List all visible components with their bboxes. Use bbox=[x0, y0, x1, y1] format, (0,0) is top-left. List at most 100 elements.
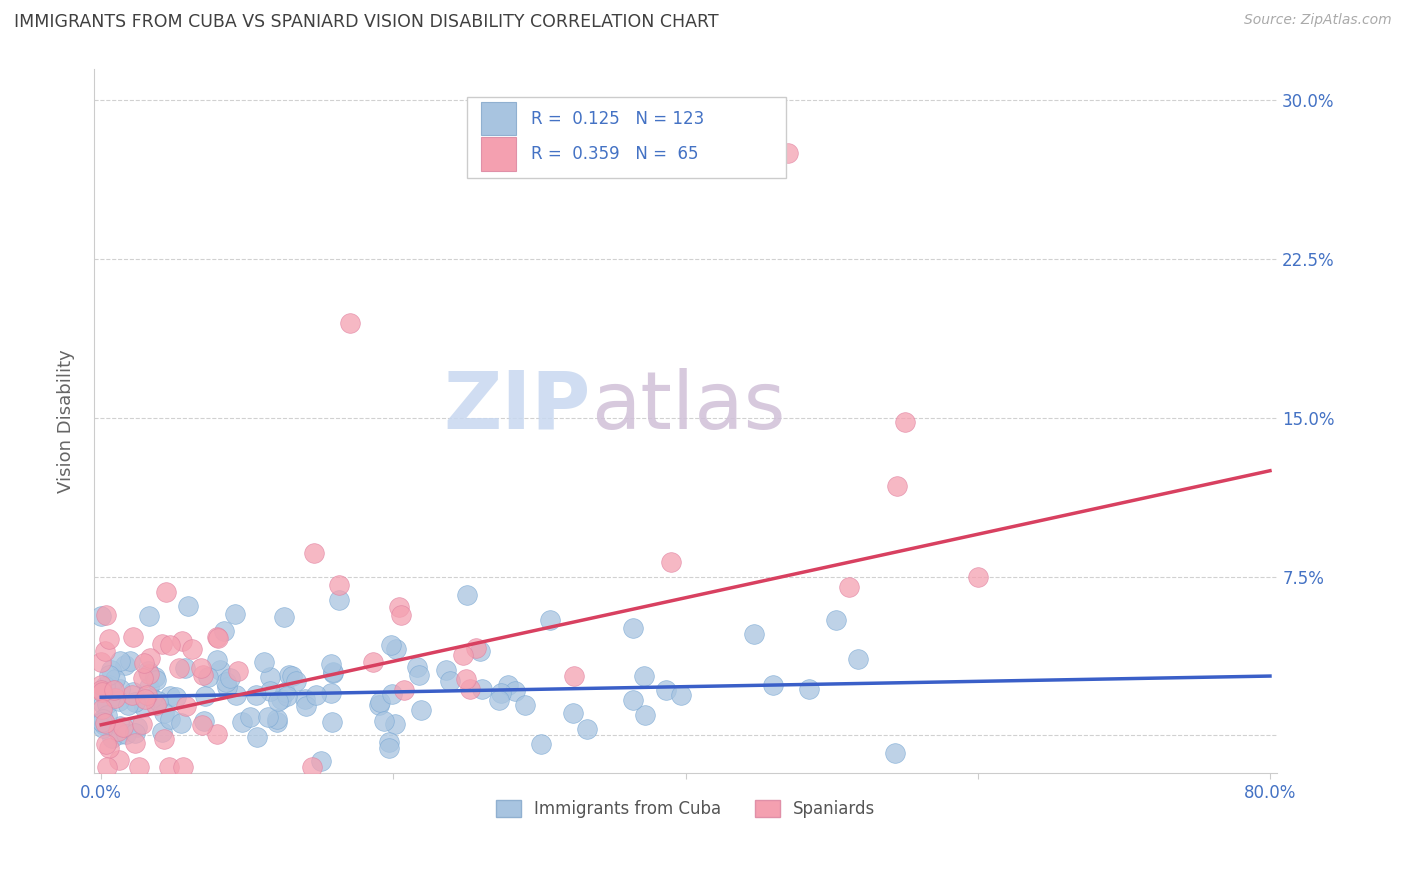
Point bbox=[225, 688, 247, 702]
Point bbox=[132, 671, 155, 685]
Point bbox=[94, 679, 117, 693]
Point bbox=[319, 657, 342, 671]
Point bbox=[270, 692, 292, 706]
Point bbox=[108, 682, 131, 697]
Point bbox=[107, 724, 129, 739]
Point bbox=[167, 661, 190, 675]
Point bbox=[215, 680, 238, 694]
Point bbox=[305, 688, 328, 702]
Point bbox=[103, 683, 125, 698]
Point bbox=[138, 664, 160, 678]
Point bbox=[503, 683, 526, 698]
Point bbox=[193, 714, 215, 729]
Point bbox=[368, 698, 391, 713]
Point bbox=[228, 664, 250, 678]
Point bbox=[273, 609, 295, 624]
Point bbox=[322, 666, 344, 681]
Point bbox=[464, 641, 486, 656]
Point bbox=[197, 670, 219, 684]
Point bbox=[108, 654, 131, 668]
Point bbox=[108, 727, 131, 741]
Point bbox=[191, 668, 214, 682]
Text: IMMIGRANTS FROM CUBA VS SPANIARD VISION DISABILITY CORRELATION CHART: IMMIGRANTS FROM CUBA VS SPANIARD VISION … bbox=[14, 13, 718, 31]
Point bbox=[294, 691, 316, 706]
Point bbox=[115, 727, 138, 741]
Point bbox=[471, 682, 494, 697]
Point bbox=[380, 639, 402, 653]
Point bbox=[97, 740, 120, 755]
Point bbox=[389, 607, 412, 622]
Text: Source: ZipAtlas.com: Source: ZipAtlas.com bbox=[1244, 13, 1392, 28]
Point bbox=[96, 607, 118, 622]
Point bbox=[453, 648, 475, 662]
Point bbox=[90, 608, 112, 623]
Point bbox=[797, 681, 820, 696]
Point bbox=[281, 669, 304, 683]
Point bbox=[893, 415, 915, 429]
Point bbox=[621, 621, 644, 635]
Point bbox=[253, 655, 276, 669]
Point bbox=[259, 684, 281, 698]
Point bbox=[392, 683, 415, 698]
Point bbox=[776, 146, 799, 161]
Point bbox=[496, 678, 519, 692]
Point bbox=[378, 734, 401, 748]
Point bbox=[118, 654, 141, 668]
Point bbox=[97, 668, 120, 682]
Point bbox=[157, 760, 180, 774]
Point bbox=[246, 731, 269, 745]
Point bbox=[96, 760, 118, 774]
Point bbox=[104, 691, 127, 706]
Point bbox=[266, 714, 288, 729]
Point bbox=[122, 631, 145, 645]
Text: atlas: atlas bbox=[591, 368, 786, 446]
Point bbox=[121, 689, 143, 703]
Point bbox=[125, 720, 148, 734]
Point bbox=[576, 722, 599, 736]
Point bbox=[145, 698, 167, 712]
Point bbox=[439, 673, 461, 688]
Point bbox=[408, 667, 430, 681]
Point bbox=[96, 697, 118, 711]
Point bbox=[224, 607, 246, 621]
Point bbox=[257, 710, 280, 724]
Point bbox=[173, 661, 195, 675]
Point bbox=[215, 674, 238, 689]
Point bbox=[659, 555, 682, 569]
Point bbox=[838, 580, 860, 594]
Point bbox=[100, 663, 122, 677]
Point bbox=[91, 712, 114, 726]
Point bbox=[117, 698, 139, 712]
Point bbox=[97, 632, 120, 647]
Point bbox=[245, 688, 267, 702]
Point bbox=[458, 681, 481, 696]
Point bbox=[381, 687, 404, 701]
Point bbox=[104, 672, 127, 686]
Point bbox=[112, 720, 135, 734]
Point bbox=[339, 316, 361, 330]
Point bbox=[278, 668, 301, 682]
Point bbox=[762, 678, 785, 692]
Point bbox=[321, 715, 343, 730]
Point bbox=[146, 694, 169, 708]
Point bbox=[153, 706, 176, 720]
Point bbox=[378, 741, 401, 756]
Point bbox=[122, 685, 145, 699]
Point bbox=[409, 702, 432, 716]
Point bbox=[285, 673, 308, 688]
Point bbox=[384, 641, 406, 656]
Point bbox=[205, 727, 228, 741]
Point bbox=[90, 682, 112, 697]
Point bbox=[90, 655, 112, 669]
Text: R =  0.125   N = 123: R = 0.125 N = 123 bbox=[530, 110, 704, 128]
Point bbox=[93, 716, 115, 731]
Point bbox=[94, 643, 117, 657]
Point bbox=[966, 569, 988, 583]
Point bbox=[191, 718, 214, 732]
Point bbox=[155, 585, 177, 599]
Point bbox=[96, 707, 118, 722]
Point bbox=[489, 686, 512, 700]
Point bbox=[301, 760, 323, 774]
Point bbox=[655, 682, 678, 697]
Point bbox=[124, 736, 146, 750]
